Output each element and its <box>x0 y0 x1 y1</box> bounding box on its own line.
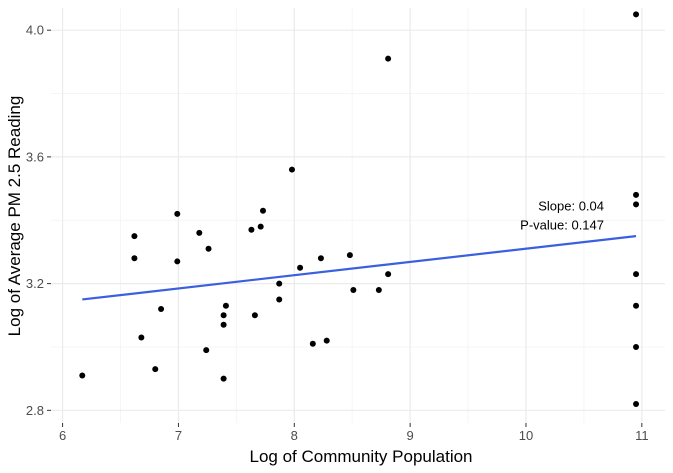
data-point <box>276 296 283 303</box>
data-point <box>220 312 227 319</box>
data-point <box>196 229 203 236</box>
plot-panel <box>51 8 665 423</box>
major-gridlines <box>51 8 665 423</box>
data-point <box>131 233 138 240</box>
data-point <box>220 321 227 328</box>
data-point <box>158 305 165 312</box>
data-point <box>633 201 640 208</box>
x-tick-label: 8 <box>291 428 298 443</box>
trend-line-layer <box>82 234 637 301</box>
x-tick-label: 11 <box>635 428 649 443</box>
data-point <box>79 372 86 379</box>
data-point <box>205 245 212 252</box>
slope-annotation: Slope: 0.04 <box>538 198 604 213</box>
x-tick-label: 7 <box>175 428 182 443</box>
x-tick-label: 6 <box>59 428 66 443</box>
y-axis-title: Log of Average PM 2.5 Reading <box>5 96 24 337</box>
regression-line <box>82 234 637 301</box>
data-point <box>633 343 640 350</box>
minor-gridlines <box>51 8 665 423</box>
data-point <box>288 166 295 173</box>
p-value-annotation: P-value: 0.147 <box>520 218 604 233</box>
data-point <box>385 271 392 278</box>
data-point <box>152 366 159 373</box>
data-point <box>346 252 353 259</box>
data-point <box>309 340 316 347</box>
data-point <box>138 334 145 341</box>
data-point <box>633 191 640 198</box>
data-point <box>222 302 229 309</box>
x-axis-title: Log of Community Population <box>249 447 472 466</box>
data-point <box>633 302 640 309</box>
data-point <box>633 11 640 18</box>
x-axis: 6 7 8 9 10 11 <box>59 423 649 443</box>
y-tick-label: 4.0 <box>26 23 44 38</box>
data-point <box>276 280 283 287</box>
data-point <box>203 347 210 354</box>
x-tick-label: 9 <box>407 428 414 443</box>
data-point <box>174 210 181 217</box>
data-point <box>385 55 392 62</box>
data-point <box>350 286 357 293</box>
y-tick-label: 2.8 <box>26 403 44 418</box>
y-axis: 2.8 3.2 3.6 4.0 <box>26 23 51 418</box>
annotations: Slope: 0.04 P-value: 0.147 <box>520 198 604 232</box>
data-point <box>317 255 324 262</box>
data-point <box>633 400 640 407</box>
data-point <box>375 286 382 293</box>
data-point <box>297 264 304 271</box>
y-tick-label: 3.6 <box>26 149 44 164</box>
data-point <box>220 375 227 382</box>
data-point <box>633 271 640 278</box>
data-point <box>251 312 258 319</box>
data-points <box>79 11 640 407</box>
data-point <box>248 226 255 233</box>
data-point <box>260 207 267 214</box>
data-point <box>131 255 138 262</box>
data-point <box>323 337 330 344</box>
data-point <box>174 258 181 265</box>
data-point <box>257 223 264 230</box>
y-tick-label: 3.2 <box>26 276 44 291</box>
x-tick-label: 10 <box>519 428 533 443</box>
